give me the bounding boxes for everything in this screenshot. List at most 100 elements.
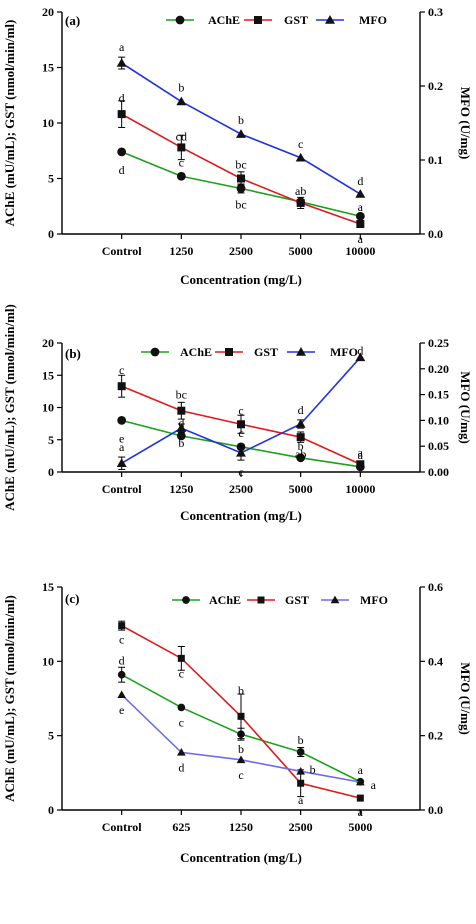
legend-label: MFO bbox=[359, 13, 387, 27]
significance-letter: d bbox=[178, 760, 184, 774]
significance-letter: b bbox=[310, 762, 316, 776]
chart-panel: 0 5 10 15 20 0.0 0.1 0.2 0.3 Control 1250 2500 5000 1… bbox=[2, 5, 473, 287]
data-point bbox=[355, 352, 366, 362]
legend-label: GST bbox=[284, 13, 308, 27]
y-axis-title: AChE (mU/mL); GST (nmol/min/ml) bbox=[2, 20, 17, 227]
y2-tick-label: 0.2 bbox=[428, 729, 443, 743]
y-tick-label: 20 bbox=[42, 336, 54, 350]
significance-letter: e bbox=[119, 703, 124, 717]
significance-letter: b bbox=[238, 113, 244, 127]
y2-tick-label: 0.1 bbox=[428, 153, 443, 167]
significance-letter: a bbox=[358, 805, 364, 819]
significance-letter: c bbox=[238, 768, 243, 782]
data-point bbox=[356, 794, 364, 802]
x-axis-title: Concentration (mg/L) bbox=[180, 508, 302, 523]
y-tick-label: 0 bbox=[48, 465, 54, 479]
significance-letter: ab bbox=[295, 184, 306, 198]
significance-letter: a bbox=[371, 778, 377, 792]
legend-marker bbox=[175, 15, 185, 25]
significance-letter: a bbox=[358, 448, 364, 462]
data-point bbox=[297, 779, 305, 787]
data-point bbox=[177, 703, 186, 712]
y2-tick-label: 0.05 bbox=[428, 439, 449, 453]
significance-letter: bc bbox=[235, 197, 246, 211]
significance-letter: c bbox=[179, 155, 184, 169]
data-point bbox=[236, 755, 246, 764]
legend-label: AChE bbox=[180, 345, 212, 359]
data-point bbox=[236, 129, 246, 138]
y2-axis-title: MFO (U/mg) bbox=[458, 662, 473, 735]
y-axis-title: AChE (mU/mL); GST (nmol/min/ml) bbox=[2, 595, 17, 802]
y2-tick-label: 0.6 bbox=[428, 580, 443, 594]
legend-label: GST bbox=[254, 345, 278, 359]
chart-panel: 0 5 10 15 0.0 0.2 0.4 0.6 Control 625 1250 2500 5000… bbox=[2, 580, 473, 865]
series-mfo: edc ba bbox=[117, 690, 377, 792]
significance-letter: ab bbox=[295, 447, 306, 461]
panel-label: (c) bbox=[65, 591, 79, 606]
data-point bbox=[116, 58, 127, 67]
significance-letter: c bbox=[298, 137, 303, 151]
significance-letter: bc bbox=[235, 158, 246, 172]
y2-tick-label: 0.3 bbox=[428, 5, 443, 19]
data-point bbox=[237, 420, 245, 429]
y2-axis-title: MFO (U/mg) bbox=[458, 87, 473, 160]
chart-panel: 0 5 10 15 20 0.00 0.05 0.10 0.15 0.20 0.25 Control 1… bbox=[2, 304, 473, 523]
data-point bbox=[296, 453, 306, 463]
significance-letter: a bbox=[358, 232, 364, 246]
y-tick-label: 0 bbox=[48, 227, 54, 241]
y-tick-label: 10 bbox=[42, 401, 54, 415]
y-tick-label: 15 bbox=[42, 368, 54, 382]
x-tick-label: 1250 bbox=[169, 482, 193, 496]
data-point bbox=[355, 777, 365, 786]
significance-letter: c bbox=[179, 715, 184, 729]
significance-letter: b bbox=[298, 733, 304, 747]
significance-letter: d bbox=[357, 174, 363, 188]
legend-marker bbox=[182, 596, 190, 604]
y2-tick-label: 0.15 bbox=[428, 388, 449, 402]
data-point bbox=[176, 423, 187, 432]
x-tick-label: 10000 bbox=[345, 244, 375, 258]
x-tick-label: Control bbox=[102, 244, 142, 258]
data-point bbox=[117, 110, 126, 119]
significance-letter: d bbox=[119, 91, 125, 105]
data-point bbox=[176, 171, 186, 181]
legend-marker bbox=[325, 15, 335, 24]
panel-label: (a) bbox=[65, 13, 80, 28]
data-point bbox=[117, 147, 127, 157]
y-axis-title: AChE (mU/mL); GST (nmol/min/ml) bbox=[2, 304, 17, 511]
significance-letter: c bbox=[119, 633, 124, 647]
x-tick-label: 2500 bbox=[289, 820, 313, 834]
data-point bbox=[117, 382, 126, 391]
x-tick-label: Control bbox=[102, 820, 142, 834]
significance-letter: b bbox=[298, 439, 304, 453]
data-point bbox=[296, 748, 305, 756]
significance-letter: a bbox=[358, 445, 364, 459]
significance-letter: a bbox=[298, 793, 304, 807]
legend-marker bbox=[296, 347, 306, 356]
legend-label: MFO bbox=[330, 345, 358, 359]
significance-letter: b bbox=[238, 742, 244, 756]
y-tick-label: 15 bbox=[42, 580, 54, 594]
significance-letter: e bbox=[119, 431, 124, 445]
y2-tick-label: 0.4 bbox=[428, 654, 443, 668]
significance-letter: a bbox=[119, 440, 125, 454]
legend-marker bbox=[150, 347, 160, 357]
data-point bbox=[296, 198, 305, 207]
data-point bbox=[237, 712, 245, 720]
y-tick-label: 5 bbox=[48, 729, 54, 743]
data-point bbox=[176, 748, 186, 756]
y-tick-label: 0 bbox=[48, 803, 54, 817]
legend-marker bbox=[330, 595, 340, 604]
y-tick-label: 15 bbox=[42, 61, 54, 75]
x-tick-label: 2500 bbox=[229, 482, 253, 496]
data-point bbox=[237, 174, 245, 183]
data-point bbox=[177, 143, 186, 152]
data-point bbox=[296, 433, 305, 442]
x-tick-label: 10000 bbox=[345, 482, 375, 496]
data-point bbox=[296, 767, 306, 775]
x-tick-label: Control bbox=[102, 482, 142, 496]
